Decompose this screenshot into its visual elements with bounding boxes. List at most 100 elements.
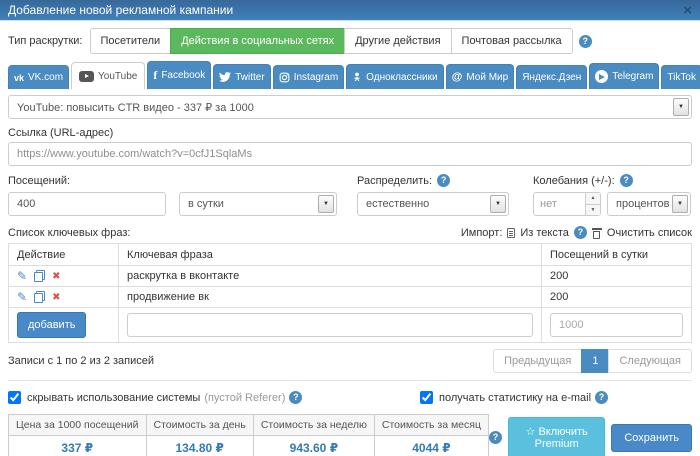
keyword-phrase: раскрутка в вконтакте xyxy=(118,265,542,287)
tab-facebook[interactable]: f Facebook xyxy=(147,61,212,89)
document-icon xyxy=(507,227,516,238)
fluctuation-input[interactable] xyxy=(534,193,585,215)
cost-summary-table: Цена за 1000 посещений Стоимость за день… xyxy=(8,414,489,456)
keywords-table: Действие Ключевая фраза Посещений в сутк… xyxy=(8,243,692,343)
pagination-page-1-button[interactable]: 1 xyxy=(581,349,610,373)
stepper-arrows: ▲ ▼ xyxy=(585,193,600,215)
delete-icon[interactable]: ✖ xyxy=(52,291,61,303)
add-keyword-button[interactable]: добавить xyxy=(17,312,87,338)
tab-label: Telegram xyxy=(612,71,654,82)
chevron-down-icon[interactable]: ▼ xyxy=(672,195,688,213)
dialog-title: Добавление новой рекламной кампании xyxy=(8,3,234,17)
visits-period-value: в сутки xyxy=(188,198,224,210)
promo-type-mailing-button[interactable]: Почтовая рассылка xyxy=(450,28,573,54)
odnoklassniki-icon xyxy=(352,71,362,83)
chevron-down-icon[interactable]: ▼ xyxy=(318,195,334,213)
import-from-text-button[interactable]: Из текста xyxy=(520,226,569,239)
promo-type-visitors-button[interactable]: Посетители xyxy=(89,28,172,54)
keywords-label: Список ключевых фраз: xyxy=(8,226,131,239)
promo-type-other-actions-button[interactable]: Другие действия xyxy=(344,28,452,54)
telegram-icon xyxy=(595,70,609,83)
facebook-icon: f xyxy=(153,68,158,82)
dialog-titlebar: Добавление новой рекламной кампании × xyxy=(0,0,700,21)
fluctuation-group: Колебания (+/-): ? ▲ ▼ процентов ▼ xyxy=(533,174,692,216)
tab-vk[interactable]: vk VK.com xyxy=(8,65,70,89)
social-network-tabs: vk VK.com YouTube f Facebook Twitter Ins… xyxy=(8,61,700,89)
twitter-icon xyxy=(219,71,232,83)
edit-icon[interactable]: ✎ xyxy=(17,289,28,304)
keywords-table-header-row: Действие Ключевая фраза Посещений в сутк… xyxy=(8,243,692,266)
tab-moimir[interactable]: @ Мой Мир xyxy=(445,64,515,89)
tab-twitter[interactable]: Twitter xyxy=(213,64,271,89)
tab-label: TikTok xyxy=(667,72,696,83)
hide-system-note: (пустой Referer) xyxy=(204,391,286,404)
chevron-down-icon[interactable]: ▼ xyxy=(490,195,506,213)
tab-label: Twitter xyxy=(235,71,265,83)
help-icon[interactable]: ? xyxy=(289,391,303,404)
help-icon[interactable]: ? xyxy=(573,226,587,239)
distribute-label: Распределить: xyxy=(357,174,433,187)
promo-type-label: Тип раскрутки: xyxy=(8,35,83,47)
tab-label: VK.com xyxy=(28,72,64,83)
tab-odnoklassniki[interactable]: Одноклассники xyxy=(346,64,444,89)
distribute-value: естественно xyxy=(366,198,430,210)
fluctuation-unit-select[interactable]: процентов ▼ xyxy=(607,192,691,216)
chevron-down-icon[interactable]: ▼ xyxy=(673,98,689,116)
fluctuation-stepper[interactable]: ▲ ▼ xyxy=(533,192,601,216)
new-keyword-input[interactable] xyxy=(127,313,533,337)
cost-summary-value-row: 337 ₽ 134.80 ₽ 943.60 ₽ 4044 ₽ xyxy=(8,435,489,456)
help-icon[interactable]: ? xyxy=(578,34,592,48)
tab-label: Facebook xyxy=(161,70,206,81)
spin-up-icon[interactable]: ▲ xyxy=(586,193,600,205)
pagination-next-button[interactable]: Следующая xyxy=(608,349,692,373)
url-input[interactable] xyxy=(8,142,692,166)
premium-button-label: Включить Premium xyxy=(534,426,588,450)
trash-icon xyxy=(591,227,602,239)
pagination: Предыдущая 1 Следующая xyxy=(493,349,692,373)
tab-telegram[interactable]: Telegram xyxy=(589,63,660,89)
visits-input[interactable] xyxy=(8,192,166,216)
add-keyword-row: добавить xyxy=(8,307,692,343)
promo-type-social-actions-button[interactable]: Действия в социальных сетях xyxy=(170,28,346,54)
close-icon[interactable]: × xyxy=(683,1,692,19)
pagination-prev-button[interactable]: Предыдущая xyxy=(493,349,583,373)
email-stats-option: получать статистику на e-mail ? xyxy=(420,391,609,404)
new-keyword-visits-input[interactable] xyxy=(550,313,683,337)
help-icon[interactable]: ? xyxy=(437,174,451,187)
table-row: ✎ ✖ продвижение вк 200 xyxy=(8,286,692,308)
spin-down-icon[interactable]: ▼ xyxy=(586,204,600,215)
vk-icon: vk xyxy=(14,72,25,83)
service-select-value: YouTube: повысить CTR видео - 337 ₽ за 1… xyxy=(17,101,254,114)
help-icon[interactable]: ? xyxy=(619,174,633,187)
cost-value: 4044 ₽ xyxy=(373,435,489,456)
delete-icon[interactable]: ✖ xyxy=(52,270,61,282)
hide-system-checkbox[interactable] xyxy=(8,391,21,404)
column-header-action: Действие xyxy=(8,243,119,266)
enable-premium-button[interactable]: ☆ Включить Premium xyxy=(507,417,606,456)
table-row: ✎ ✖ раскрутка в вконтакте 200 xyxy=(8,265,692,287)
service-select[interactable]: YouTube: повысить CTR видео - 337 ₽ за 1… xyxy=(8,95,692,119)
copy-icon[interactable] xyxy=(34,270,46,282)
promo-type-button-group: Посетители Действия в социальных сетях Д… xyxy=(89,28,573,54)
help-icon[interactable]: ? xyxy=(595,391,609,404)
tab-tiktok[interactable]: TikTok xyxy=(661,65,700,89)
keyword-visits: 200 xyxy=(541,286,692,308)
tab-label: Мой Мир xyxy=(466,71,509,83)
visits-period-select[interactable]: в сутки ▼ xyxy=(179,192,337,216)
records-info: Записи с 1 по 2 из 2 записей xyxy=(8,355,155,367)
email-stats-checkbox[interactable] xyxy=(420,391,433,404)
tab-youtube[interactable]: YouTube xyxy=(71,62,146,89)
help-icon[interactable]: ? xyxy=(488,431,502,444)
url-label: Ссылка (URL-адрес) xyxy=(8,127,114,139)
cost-value: 134.80 ₽ xyxy=(145,435,254,456)
cost-header: Цена за 1000 посещений xyxy=(8,414,147,436)
copy-icon[interactable] xyxy=(34,291,46,303)
youtube-icon xyxy=(79,71,95,82)
clear-list-button[interactable]: Очистить список xyxy=(606,226,692,239)
tab-instagram[interactable]: Instagram xyxy=(272,65,345,89)
hide-system-option: скрывать использование системы (пустой R… xyxy=(8,391,420,404)
tab-yandex-dzen[interactable]: Яндекс.Дзен xyxy=(516,65,588,89)
edit-icon[interactable]: ✎ xyxy=(17,268,28,283)
distribute-select[interactable]: естественно ▼ xyxy=(357,192,509,216)
save-button[interactable]: Сохранить xyxy=(611,423,692,452)
